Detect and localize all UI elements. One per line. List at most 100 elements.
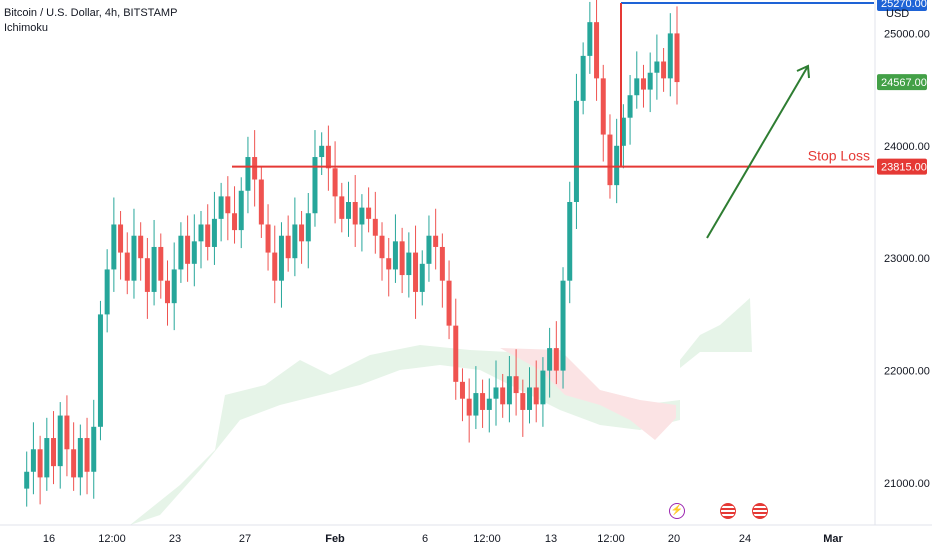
price-tag-bg xyxy=(877,0,927,12)
candle-body xyxy=(527,387,533,410)
candle-body xyxy=(486,398,492,410)
candle-body xyxy=(258,179,264,225)
candle-body xyxy=(493,387,499,399)
candle-body xyxy=(372,218,378,236)
candle-body xyxy=(439,246,445,281)
candle-body xyxy=(480,393,486,410)
candle-body xyxy=(178,235,184,270)
price-tag-text: 24567.00 xyxy=(881,77,927,89)
arrow-head xyxy=(796,64,810,79)
candle-body xyxy=(245,157,251,191)
price-tick-label: 24000.00 xyxy=(884,141,930,153)
time-tick-label: 13 xyxy=(545,533,557,545)
candle-body xyxy=(104,269,110,315)
candle-body xyxy=(567,202,573,281)
target-arrow xyxy=(706,65,809,239)
time-tick-label: Mar xyxy=(823,533,843,545)
candle-body xyxy=(473,393,479,416)
candle-body xyxy=(640,78,646,90)
time-tick-label: 23 xyxy=(169,533,181,545)
candle-body xyxy=(325,145,331,169)
indicator-name: Ichimoku xyxy=(4,22,49,34)
candle-body xyxy=(406,252,412,276)
candle-body xyxy=(238,190,244,231)
candle-body xyxy=(131,235,137,281)
candle-body xyxy=(205,224,211,247)
price-axis: 21000.00 22000.00 23000.00 24000.00 25000.00… xyxy=(874,0,930,525)
candle-body xyxy=(305,213,311,242)
price-tag: 24567.00 xyxy=(877,74,927,91)
candle-body xyxy=(453,325,459,382)
candle-body xyxy=(674,33,680,83)
candle-body xyxy=(352,202,358,225)
candle-body xyxy=(24,471,30,489)
candle-body xyxy=(366,207,372,219)
candle-body xyxy=(30,449,36,472)
candle-body xyxy=(594,22,600,79)
candle-body xyxy=(252,157,258,180)
time-tick-label: 27 xyxy=(239,533,251,545)
ichimoku-cloud xyxy=(130,298,752,525)
candle-body xyxy=(144,258,150,292)
symbol-title: Bitcoin / U.S. Dollar, 4h, BITSTAMP xyxy=(4,7,178,19)
candle-body xyxy=(218,196,224,219)
time-tick-label: 16 xyxy=(43,533,55,545)
price-tag-text: 25270.00 xyxy=(881,0,927,10)
candle-body xyxy=(446,280,452,326)
candle-body xyxy=(51,438,57,467)
candle-body xyxy=(138,235,144,259)
candle-body xyxy=(399,241,405,276)
candle-body xyxy=(319,145,325,158)
price-tag-bg xyxy=(877,74,927,91)
candle-body xyxy=(37,449,43,478)
price-tag-text: 23815.00 xyxy=(881,162,927,174)
candle-body xyxy=(64,415,70,450)
candle-body xyxy=(77,438,83,478)
candle-body xyxy=(506,376,512,405)
candle-body xyxy=(520,393,526,410)
candle-body xyxy=(164,280,170,304)
candle-body xyxy=(392,241,398,270)
candle-body xyxy=(580,55,586,101)
time-axis: 16 12:00 23 27 Feb 6 12:00 13 12:00 20 24 Mar xyxy=(0,524,932,545)
candle-body xyxy=(84,438,90,472)
candle-body xyxy=(124,252,130,281)
price-tick-label: 21000.00 xyxy=(884,478,930,490)
candle-body xyxy=(312,157,318,214)
candle-body xyxy=(265,224,271,253)
chart-legend: Bitcoin / U.S. Dollar, 4h, BITSTAMP Ichi… xyxy=(4,6,177,36)
candle-body xyxy=(607,134,613,186)
candle-body xyxy=(111,224,117,270)
lightning-icon[interactable]: ⚡ xyxy=(669,503,685,519)
us-flag-icon[interactable] xyxy=(720,503,736,519)
currency-label: USD xyxy=(886,8,910,20)
candle-body xyxy=(627,95,633,118)
candle-body xyxy=(661,61,667,79)
time-tick-label: 20 xyxy=(668,533,680,545)
time-tick-label: 12:00 xyxy=(597,533,625,545)
candle-body xyxy=(339,196,345,219)
candle-body xyxy=(587,22,593,56)
candle-body xyxy=(158,246,164,281)
us-flag-icon[interactable] xyxy=(752,503,768,519)
candle-body xyxy=(278,235,284,281)
candle-body xyxy=(500,387,506,405)
candle-body xyxy=(118,224,124,253)
candle-body xyxy=(600,78,606,135)
candle-body xyxy=(198,224,204,242)
candle-body xyxy=(332,168,338,197)
candles xyxy=(24,0,680,507)
candle-body xyxy=(620,117,626,146)
time-tick-label: 12:00 xyxy=(98,533,126,545)
candle-body xyxy=(272,252,278,281)
candle-body xyxy=(547,348,553,371)
time-tick-label: 24 xyxy=(739,533,751,545)
candle-body xyxy=(386,258,392,270)
candle-body xyxy=(573,100,579,202)
price-tick-label: 23000.00 xyxy=(884,253,930,265)
candle-body xyxy=(171,269,177,304)
candle-body xyxy=(292,224,298,259)
candle-body xyxy=(299,224,305,242)
candle-body xyxy=(44,438,50,478)
